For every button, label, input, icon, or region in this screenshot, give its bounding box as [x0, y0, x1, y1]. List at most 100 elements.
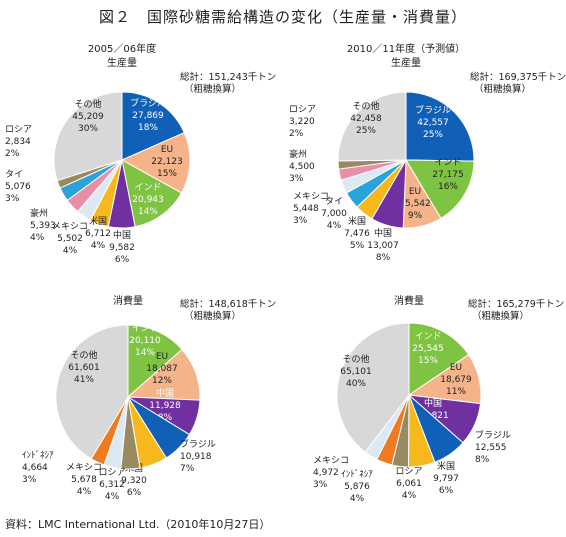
- slice-label-pct: 9%: [408, 211, 423, 221]
- source-note: 資料：LMC International Ltd.（2010年10月27日）: [5, 518, 271, 531]
- slice-label-aus: 豪州 4,500 3%: [289, 148, 315, 184]
- slice-label-value: 25,545: [412, 344, 444, 354]
- slice-label-pct: 6%: [127, 488, 142, 498]
- slice-label-other: その他 61,601 41%: [68, 349, 100, 385]
- slice-label-eu: EU 22,123 15%: [151, 145, 183, 179]
- slice-label-pct: 8%: [475, 455, 490, 465]
- slice-label-pct: 3%: [22, 475, 37, 485]
- slice-label-value: 2,834: [5, 137, 31, 147]
- slice-label-pct: 8%: [376, 253, 391, 263]
- figure-title: 図２ 国際砂糖需給構造の変化（生産量・消費量）: [98, 8, 467, 26]
- slice-label-china: 中国 13,007 8%: [367, 227, 399, 263]
- slice-label-name: インド: [131, 324, 158, 334]
- slice-label-value: 42,557: [417, 118, 449, 128]
- pie-chart-4: 消費量 総計：165,279千トン（粗糖換算） インド 25,545 15% EU 18,6…: [313, 294, 564, 504]
- slice-label-pct: 15%: [157, 169, 177, 179]
- slice-label-name: メキシコ: [313, 456, 349, 466]
- slice-label-name: ロシア: [5, 125, 32, 135]
- slice-label-name: インド: [434, 158, 461, 168]
- slice-label-value: 65,101: [340, 367, 372, 377]
- chart-basis: （粗糖換算）: [184, 83, 241, 95]
- slice-label-value: 18,679: [440, 375, 472, 385]
- slice-label-name: EU: [156, 352, 168, 362]
- pie-slice-other: [336, 322, 410, 453]
- chart-total: 総計：151,243千トン: [180, 71, 276, 83]
- slice-label-value: 20,110: [129, 336, 161, 346]
- slice-label-eu: EU 18,679 11%: [440, 363, 472, 397]
- slice-label-pct: 4%: [350, 494, 365, 504]
- slice-label-russia: ロシア 6,312 4%: [98, 468, 125, 502]
- slice-label-pct: 14%: [138, 207, 158, 217]
- slice-label-value: 5,502: [57, 234, 83, 244]
- slice-label-value: 10,918: [180, 452, 212, 462]
- slice-label-thai: タイ 7,000 4%: [321, 196, 347, 231]
- chart-total: 総計：148,618千トン: [180, 298, 276, 310]
- pie-slice-india: [121, 159, 183, 228]
- slice-label-value: 7,476: [344, 229, 370, 239]
- slice-label-name: ブラジル: [130, 97, 166, 109]
- pie-slice-other: [55, 324, 129, 460]
- slice-label-china: 中国 11,928 8%: [149, 387, 181, 423]
- chart-basis: （粗糖換算）: [474, 83, 531, 95]
- slice-label-russia: ロシア 6,061 4%: [395, 467, 422, 501]
- slice-label-value: 6,312: [99, 480, 125, 490]
- pie-slice-india: [127, 324, 183, 399]
- slice-label-name: その他: [352, 100, 379, 112]
- chart-title: 生産量: [391, 56, 421, 69]
- slice-label-name: インド: [134, 183, 161, 193]
- slice-label-pct: 4%: [402, 491, 417, 501]
- slice-label-name: その他: [342, 353, 369, 365]
- slice-label-pct: 25%: [356, 126, 376, 136]
- slice-label-value: 5,076: [5, 182, 31, 192]
- slice-label-name: 中国: [424, 397, 442, 409]
- slice-label-pct: 15%: [418, 356, 438, 366]
- slice-label-pct: 4%: [327, 221, 342, 231]
- slice-label-russia: ロシア 2,834 2%: [5, 125, 32, 159]
- slice-label-india: インド 20,943 14%: [132, 183, 164, 217]
- slice-label-pct: 8%: [158, 413, 173, 423]
- slice-label-value: 5,678: [71, 475, 97, 485]
- slice-label-other: その他 42,458 25%: [350, 100, 382, 136]
- slice-label-name: ロシア: [289, 105, 316, 115]
- slice-label-name: メキシコ: [52, 222, 88, 232]
- slice-label-other: その他 65,101 40%: [340, 353, 372, 389]
- slice-label-pct: 4%: [77, 487, 92, 497]
- slice-label-name: ブラジル: [415, 104, 451, 116]
- chart-total: 総計：165,279千トン: [468, 298, 564, 310]
- slice-label-brazil: ブラジル 10,918 7%: [180, 438, 216, 474]
- slice-label-pct: 40%: [346, 379, 366, 389]
- slice-label-us: 米国 9,797 6%: [433, 460, 459, 496]
- slice-label-name: ロシア: [98, 468, 125, 478]
- slice-label-pct: 4%: [30, 233, 45, 243]
- slice-label-pct: 4%: [105, 492, 120, 502]
- slice-label-value: 15,542: [399, 199, 431, 209]
- slice-label-indonesia: ｲﾝﾄﾞﾈｼｱ 4,664 3%: [22, 450, 54, 485]
- slice-label-mexico: メキシコ 4,972 3%: [313, 456, 349, 490]
- slice-label-india: インド 27,175 16%: [432, 158, 464, 192]
- slice-label-pct: 3%: [313, 480, 328, 490]
- slice-label-india: インド 25,545 15%: [412, 332, 444, 366]
- slice-label-value: 4,500: [289, 162, 315, 172]
- slice-label-pct: 14%: [135, 348, 155, 358]
- slice-label-pct: 2%: [289, 129, 304, 139]
- slice-label-pct: 3%: [293, 216, 308, 226]
- slice-label-pct: 6%: [115, 255, 130, 265]
- slice-label-name: ｲﾝﾄﾞﾈｼｱ: [341, 469, 373, 480]
- slice-label-pct: 4%: [63, 246, 78, 256]
- pie-slice-brazil: [121, 91, 185, 161]
- slice-label-name: メキシコ: [293, 192, 329, 202]
- slice-label-value: 4,972: [313, 468, 339, 478]
- slice-label-name: EU: [161, 145, 173, 155]
- slice-label-us: 米国 6,712 4%: [85, 215, 111, 251]
- slice-label-russia: ロシア 3,220 2%: [289, 105, 316, 139]
- slice-label-pct: 3%: [5, 194, 20, 204]
- slice-label-pct: 7%: [180, 464, 195, 474]
- slice-label-name: 豪州: [30, 207, 48, 219]
- slice-label-name: その他: [70, 349, 97, 361]
- slice-label-name: 米国: [89, 215, 107, 227]
- slice-label-name: ロシア: [395, 467, 422, 477]
- slice-label-value: 6,061: [396, 479, 422, 489]
- slice-label-name: EU: [450, 363, 462, 373]
- slice-label-value: 45,209: [72, 112, 104, 122]
